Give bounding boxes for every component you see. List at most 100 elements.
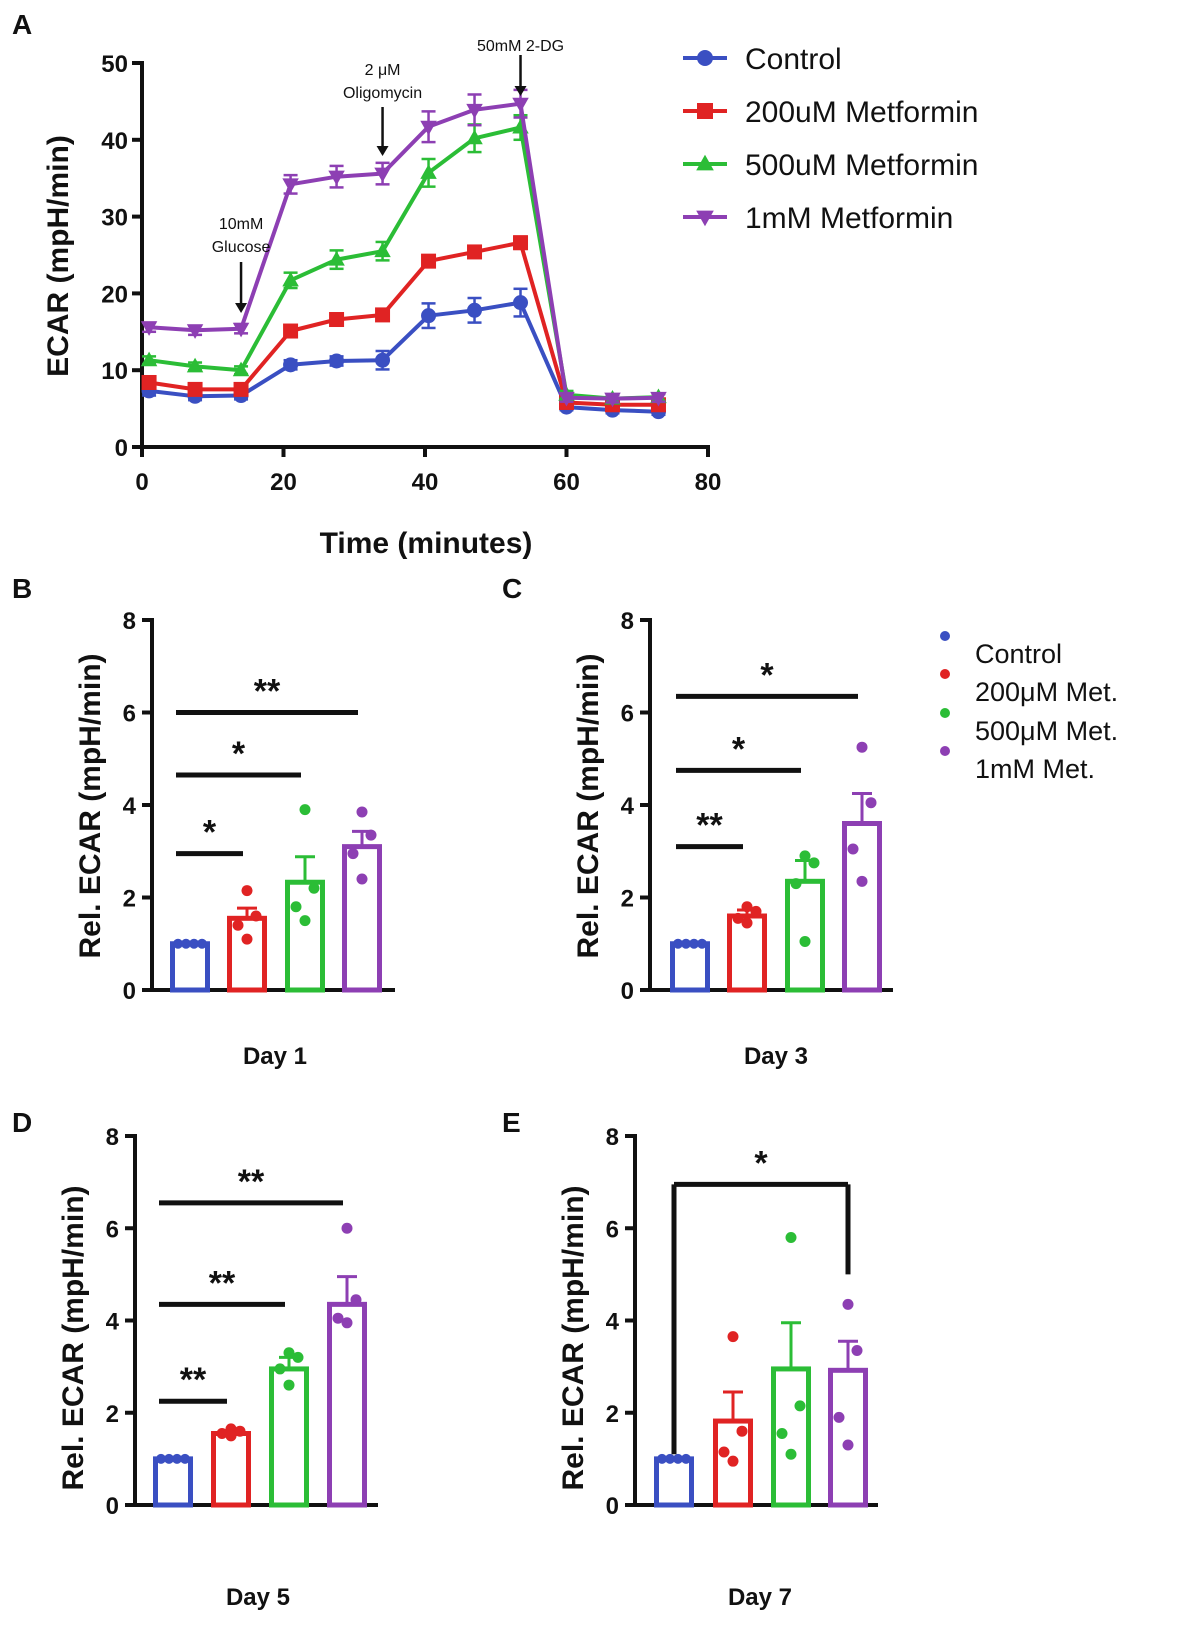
chart-a-point-1-6 <box>421 253 437 269</box>
chart-b-ytick-label-2: 4 <box>123 793 137 820</box>
panel-letter-b: B <box>12 573 32 604</box>
chart-d-point-1-2 <box>216 1428 228 1440</box>
chart-e-point-2-2 <box>776 1428 788 1440</box>
chart-b-ytick-label-0: 0 <box>123 978 136 1005</box>
chart-e-point-3-3 <box>842 1439 854 1451</box>
chart-a-point-0-4 <box>329 353 345 369</box>
chart-c-point-1-3 <box>741 917 753 929</box>
chart-c-point-0-2 <box>689 938 699 949</box>
chart-a-xtick-label-3: 60 <box>553 469 580 496</box>
chart-a-ytick-label-5: 50 <box>101 51 128 78</box>
chart-e-ytick-label-4: 8 <box>606 1124 619 1151</box>
chart-e-point-0-3 <box>681 1453 691 1464</box>
chart-b-bar-3 <box>342 844 382 993</box>
chart-b-sig-label-1: * <box>232 735 246 773</box>
chart-a-ecar-timecourse: ECAR (mpH/min) Time (minutes) 0 10 20 30 40 5… <box>42 38 721 560</box>
chart-d-point-3-0 <box>341 1222 353 1234</box>
chart-c-ytick-label-2: 4 <box>621 793 635 820</box>
legend-b-dot-2 <box>940 708 950 718</box>
chart-a-xtick-label-2: 40 <box>412 469 439 496</box>
chart-a-xtick-label-4: 80 <box>695 469 722 496</box>
legend-a-label-control: Control <box>745 43 842 76</box>
chart-b-point-1-2 <box>232 919 244 931</box>
chart-a-point-3-0 <box>140 321 158 336</box>
chart-c-point-0-3 <box>697 938 707 949</box>
chart-b-point-3-1 <box>365 829 377 841</box>
chart-d-ylabel: Rel. ECAR (mpH/min) <box>57 1185 90 1490</box>
chart-b-ytick-label-4: 8 <box>123 608 136 635</box>
chart-e-point-0-1 <box>665 1453 675 1464</box>
chart-a-xtick-label-0: 0 <box>135 469 148 496</box>
chart-d-sig-label-1: ** <box>209 1264 236 1302</box>
chart-d-point-1-3 <box>225 1430 237 1442</box>
legend-a-marker-2 <box>696 154 714 171</box>
chart-e-ytick-label-1: 2 <box>606 1401 619 1428</box>
chart-b-point-3-3 <box>356 873 368 885</box>
chart-a-point-2-6 <box>420 164 437 179</box>
chart-b-point-1-1 <box>250 910 262 922</box>
legend-a-label-200um: 200uM Metformin <box>745 96 978 129</box>
chart-c-point-1-0 <box>741 901 753 913</box>
chart-a-point-2-0 <box>140 351 158 367</box>
chart-c-bar-2 <box>785 878 825 993</box>
chart-a-point-2-4 <box>328 250 345 266</box>
chart-c-point-2-3 <box>799 935 811 947</box>
chart-e-title: Day 7 <box>728 1584 792 1611</box>
legend-b-label-200um: 200μM Met. <box>975 677 1118 707</box>
chart-a-point-0-6 <box>421 308 437 324</box>
chart-a-annotation-arrowhead-1 <box>376 146 389 156</box>
chart-d-bar-3 <box>327 1301 367 1508</box>
chart-e-point-2-1 <box>794 1400 806 1412</box>
chart-b-point-0-2 <box>189 938 199 949</box>
legend-a-marker-0 <box>697 50 713 66</box>
chart-e-point-1-3 <box>727 1455 739 1467</box>
chart-a-point-0-8 <box>513 295 529 311</box>
chart-a-annotation-text-0-0: 10mM <box>219 216 263 233</box>
chart-e-point-2-3 <box>785 1448 797 1460</box>
chart-d-point-2-2 <box>274 1363 286 1375</box>
chart-b-point-2-2 <box>290 901 302 913</box>
panel-letter-d: D <box>12 1107 32 1138</box>
chart-a-ytick-label-3: 30 <box>101 205 128 232</box>
chart-a-ytick-label-4: 40 <box>101 128 128 155</box>
chart-b-bar-2 <box>285 879 325 993</box>
chart-a-point-1-4 <box>329 312 345 328</box>
chart-a-point-0-3 <box>283 357 299 373</box>
chart-e-ytick-label-2: 4 <box>606 1309 620 1336</box>
chart-a-xlabel: Time (minutes) <box>320 527 533 560</box>
chart-b-point-0-0 <box>173 938 183 949</box>
chart-a-point-1-1 <box>187 381 203 397</box>
chart-d-point-2-1 <box>292 1351 304 1363</box>
chart-a-point-0-7 <box>467 302 483 318</box>
chart-a-point-1-5 <box>375 307 391 323</box>
chart-e-ytick-label-3: 6 <box>606 1216 619 1243</box>
chart-a-annotation-text-1-1: Oligomycin <box>343 85 422 102</box>
chart-d-point-0-2 <box>172 1453 182 1464</box>
chart-a-series-line-3 <box>148 101 659 401</box>
chart-a-point-0-5 <box>375 352 391 368</box>
chart-c-point-2-1 <box>808 857 820 869</box>
chart-e-point-1-1 <box>736 1425 748 1437</box>
chart-a-series-line-1 <box>148 240 659 407</box>
chart-d-point-1-1 <box>234 1425 246 1437</box>
chart-d-point-0-1 <box>164 1453 174 1464</box>
chart-b-ytick-label-1: 2 <box>123 886 136 913</box>
chart-e-bar-3 <box>828 1367 868 1508</box>
chart-e-point-0-0 <box>657 1453 667 1464</box>
panel-letter-c: C <box>502 573 522 604</box>
chart-c-point-3-0 <box>856 741 868 753</box>
chart-a-annotation-arrowhead-2 <box>514 86 527 96</box>
chart-c-point-0-1 <box>681 938 691 949</box>
chart-e-point-1-2 <box>718 1446 730 1458</box>
chart-a-point-3-5 <box>374 167 391 183</box>
chart-a-ytick-label-0: 0 <box>115 435 128 462</box>
chart-c-ytick-label-0: 0 <box>621 978 634 1005</box>
chart-d-point-0-3 <box>180 1453 190 1464</box>
chart-d-point-3-1 <box>350 1294 362 1306</box>
chart-d-bar-1 <box>211 1431 251 1508</box>
chart-a-ylabel: ECAR (mpH/min) <box>42 135 75 377</box>
chart-d-point-2-0 <box>283 1347 295 1359</box>
